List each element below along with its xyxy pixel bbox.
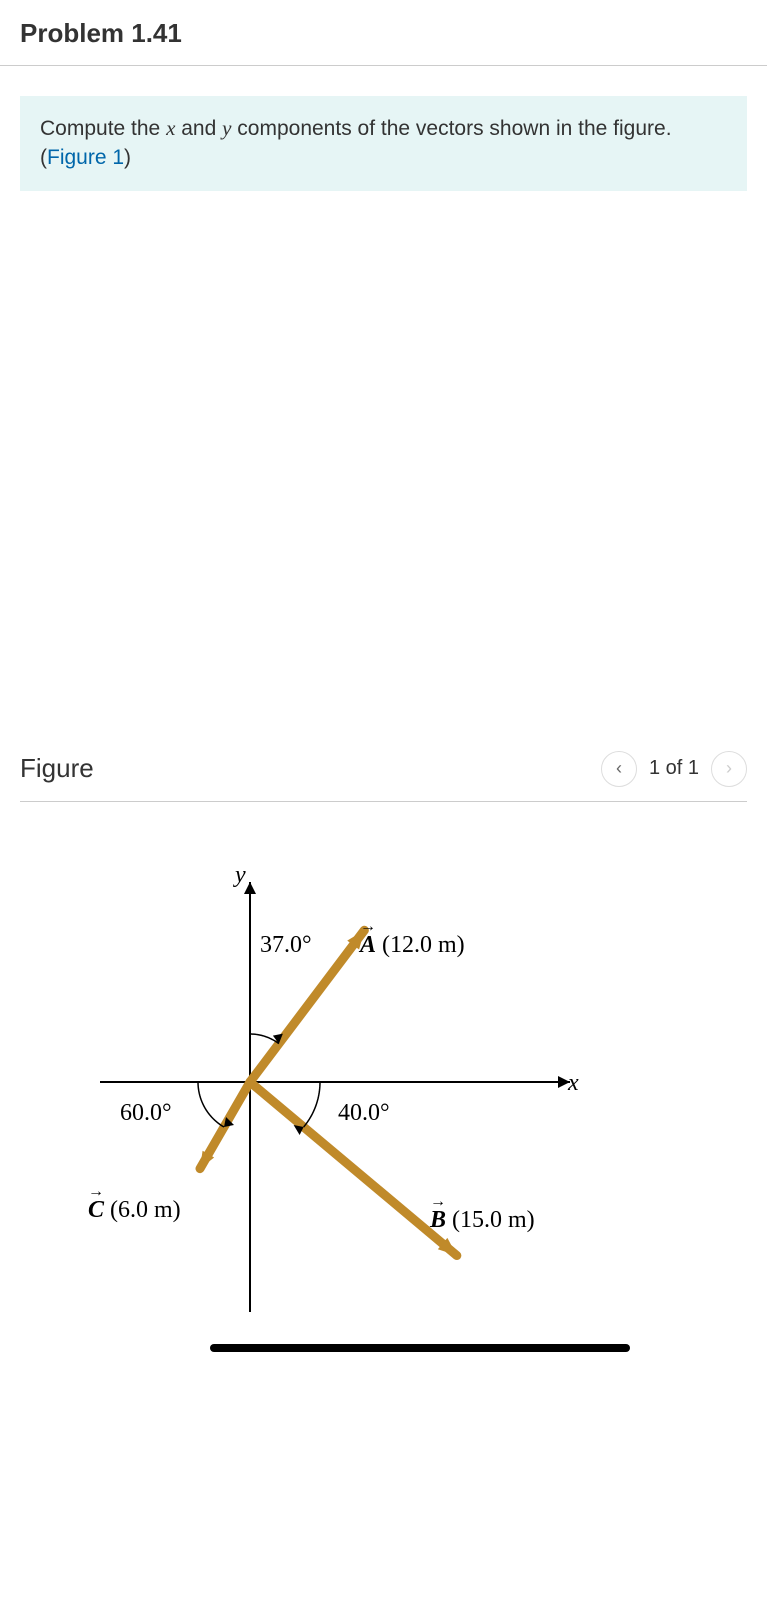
figure-canvas: y x 37.0° 40.0° 60.0° A (12.0 m) B (15.0… xyxy=(20,802,747,1362)
pager-prev-button[interactable]: ‹ xyxy=(601,751,637,787)
vector-b-symbol: B xyxy=(430,1207,446,1233)
pager-next-button[interactable]: › xyxy=(711,751,747,787)
angle-b-label: 40.0° xyxy=(338,1100,390,1127)
instruction-mid1: and xyxy=(175,117,222,140)
angle-c-label: 60.0° xyxy=(120,1100,172,1127)
figure-header: Figure ‹ 1 of 1 › xyxy=(20,751,747,802)
angle-a-label: 37.0° xyxy=(260,932,312,959)
problem-title: Problem 1.41 xyxy=(20,18,747,49)
instruction-var-x: x xyxy=(166,116,175,140)
content-spacer xyxy=(0,191,767,751)
vector-c-magnitude: (6.0 m) xyxy=(110,1197,181,1223)
x-axis-label: x xyxy=(568,1070,579,1097)
figure-link[interactable]: Figure 1 xyxy=(47,146,124,169)
horizontal-scrollbar[interactable] xyxy=(210,1344,630,1352)
vector-b-magnitude: (15.0 m) xyxy=(452,1207,535,1233)
vector-b-label: B (15.0 m) xyxy=(430,1207,535,1234)
vector-c-symbol: C xyxy=(88,1197,104,1223)
figure-section: Figure ‹ 1 of 1 › y x 37.0° 40.0° 60.0° … xyxy=(0,751,767,1362)
instruction-post: ) xyxy=(124,146,131,169)
vector-a-label: A (12.0 m) xyxy=(360,932,465,959)
vector-a-symbol: A xyxy=(360,932,376,958)
vector-a-magnitude: (12.0 m) xyxy=(382,932,465,958)
vector-diagram xyxy=(20,802,747,1362)
figure-label: Figure xyxy=(20,753,94,784)
figure-pager: ‹ 1 of 1 › xyxy=(601,751,747,787)
vector-c-label: C (6.0 m) xyxy=(88,1197,181,1224)
instruction-box: Compute the x and y components of the ve… xyxy=(20,96,747,191)
y-axis-label: y xyxy=(235,862,246,889)
problem-header: Problem 1.41 xyxy=(0,0,767,66)
pager-text: 1 of 1 xyxy=(643,757,705,780)
instruction-pre: Compute the xyxy=(40,117,166,140)
